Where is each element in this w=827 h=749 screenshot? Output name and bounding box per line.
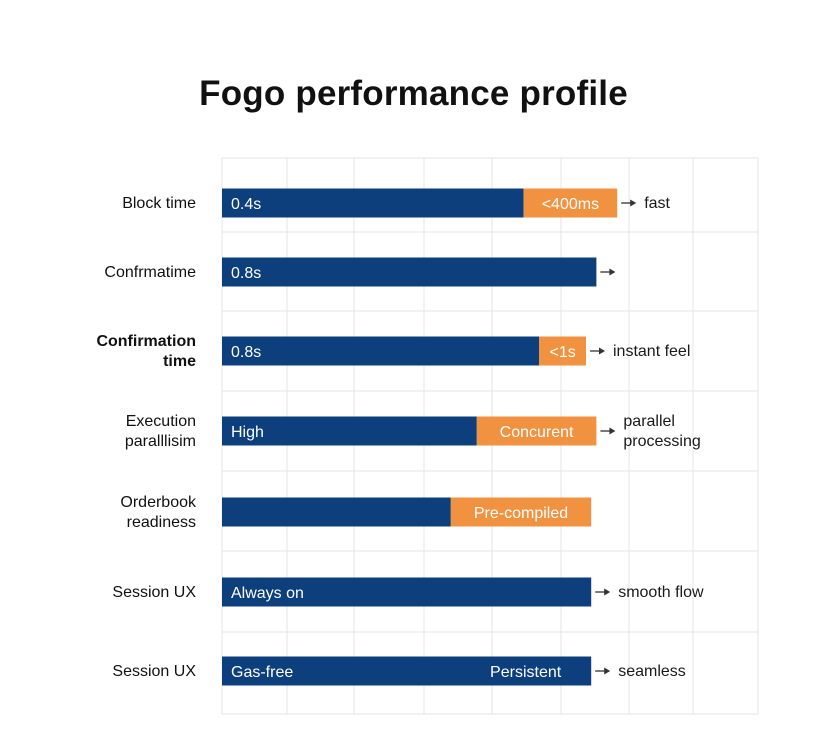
category-label-3: Execution paralllisim xyxy=(125,413,196,450)
bar-accent-4 xyxy=(450,497,592,527)
bar-primary-label-right-6: Persistent xyxy=(490,664,562,681)
category-label-6: Session UX xyxy=(112,663,196,680)
bar-primary-label-2: 0.8s xyxy=(231,344,261,361)
bar-primary-label-3: High xyxy=(231,424,264,441)
bar-note-0: fast xyxy=(644,195,670,212)
category-labels: Block time Confrmatime Confirmation time Exe… xyxy=(96,195,197,680)
arrow-head-1 xyxy=(609,268,616,276)
category-label-0: Block time xyxy=(122,195,196,212)
bar-accent-label-3: Concurent xyxy=(500,424,574,441)
arrow-head-5 xyxy=(604,588,611,596)
bar-primary-6 xyxy=(222,656,592,686)
bar-primary-5 xyxy=(222,577,592,607)
bar-primary-0 xyxy=(222,188,524,218)
bar-accent-label-4: Pre-compiled xyxy=(474,505,568,522)
bar-accent-3 xyxy=(476,416,597,446)
chart-title: Fogo performance profile xyxy=(199,74,628,113)
grid-lines xyxy=(221,157,759,715)
bar-accent-0 xyxy=(523,188,618,218)
category-label-1: Confrmatime xyxy=(104,264,196,281)
bar-primary-label-1: 0.8s xyxy=(231,265,261,282)
bar-primary-4 xyxy=(222,497,451,527)
bar-accent-2 xyxy=(539,336,586,366)
bar-primary-label-0: 0.4s xyxy=(231,196,261,213)
bar-note-6: seamless xyxy=(618,663,686,680)
arrow-head-3 xyxy=(609,427,616,435)
bar-primary-label-5: Always on xyxy=(231,585,304,602)
bar-accent-label-0: <400ms xyxy=(542,196,599,213)
arrow-head-6 xyxy=(604,667,611,675)
category-label-4: Orderbook readiness xyxy=(120,494,197,531)
bar-primary-3 xyxy=(222,416,477,446)
bars-group: 0.4s <400ms fast 0.8s 0.8s <1s instant feel Hig… xyxy=(222,188,704,686)
bar-note-2: instant feel xyxy=(613,343,690,360)
bar-primary-2 xyxy=(222,336,540,366)
bar-accent-label-2: <1s xyxy=(549,344,575,361)
arrow-head-2 xyxy=(599,347,605,355)
bar-primary-label-6: Gas-free xyxy=(231,664,293,681)
arrow-head-0 xyxy=(630,199,637,207)
category-label-5: Session UX xyxy=(112,584,196,601)
bar-note-5: smooth flow xyxy=(618,584,704,601)
bar-primary-1 xyxy=(222,257,597,287)
category-label-2: Confirmation time xyxy=(96,333,196,370)
bar-note-3: parallel processing xyxy=(623,413,700,450)
